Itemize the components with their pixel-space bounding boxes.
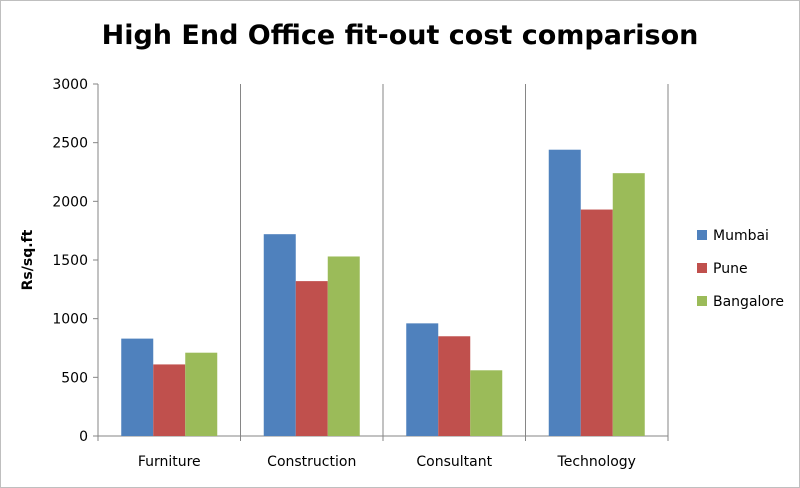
y-tick-label: 1000 <box>52 312 88 328</box>
plot-area: 0 500 1000 1500 2000 2500 3000 Furniture Constru… <box>52 77 669 470</box>
y-tick-label: 500 <box>61 370 88 386</box>
legend-swatch-pune <box>697 263 707 273</box>
bar-pune-construction <box>295 281 328 436</box>
bar-bangalore-furniture <box>185 352 218 436</box>
y-tick-label: 2000 <box>52 194 88 210</box>
y-tick-label: 1500 <box>52 253 88 269</box>
bar-pune-furniture <box>153 364 186 436</box>
bar-mumbai-technology <box>548 149 581 436</box>
bar-bangalore-technology <box>612 173 645 436</box>
bar-mumbai-consultant <box>406 323 439 436</box>
x-category-label: Technology <box>557 454 636 470</box>
bar-pune-technology <box>580 209 613 436</box>
x-category-label: Construction <box>267 454 356 470</box>
y-tick-label: 2500 <box>52 136 88 152</box>
y-tick-label: 0 <box>79 429 88 445</box>
x-category-label: Consultant <box>416 454 492 470</box>
legend-label-mumbai: Mumbai <box>713 228 769 244</box>
bar-bangalore-construction <box>327 256 360 436</box>
y-axis-label: Rs/sq.ft <box>20 229 36 290</box>
legend-swatch-mumbai <box>697 230 707 240</box>
bar-bangalore-consultant <box>470 370 503 436</box>
legend-label-pune: Pune <box>713 261 748 277</box>
y-tick-label: 3000 <box>52 77 88 93</box>
legend-label-bangalore: Bangalore <box>713 294 784 310</box>
legend: Mumbai Pune Bangalore <box>697 228 784 310</box>
legend-swatch-bangalore <box>697 296 707 306</box>
bar-mumbai-construction <box>263 234 296 436</box>
x-category-label: Furniture <box>138 454 201 470</box>
bar-pune-consultant <box>438 336 471 436</box>
chart-title: High End Office fit-out cost comparison <box>101 20 699 51</box>
bar-mumbai-furniture <box>121 338 154 436</box>
